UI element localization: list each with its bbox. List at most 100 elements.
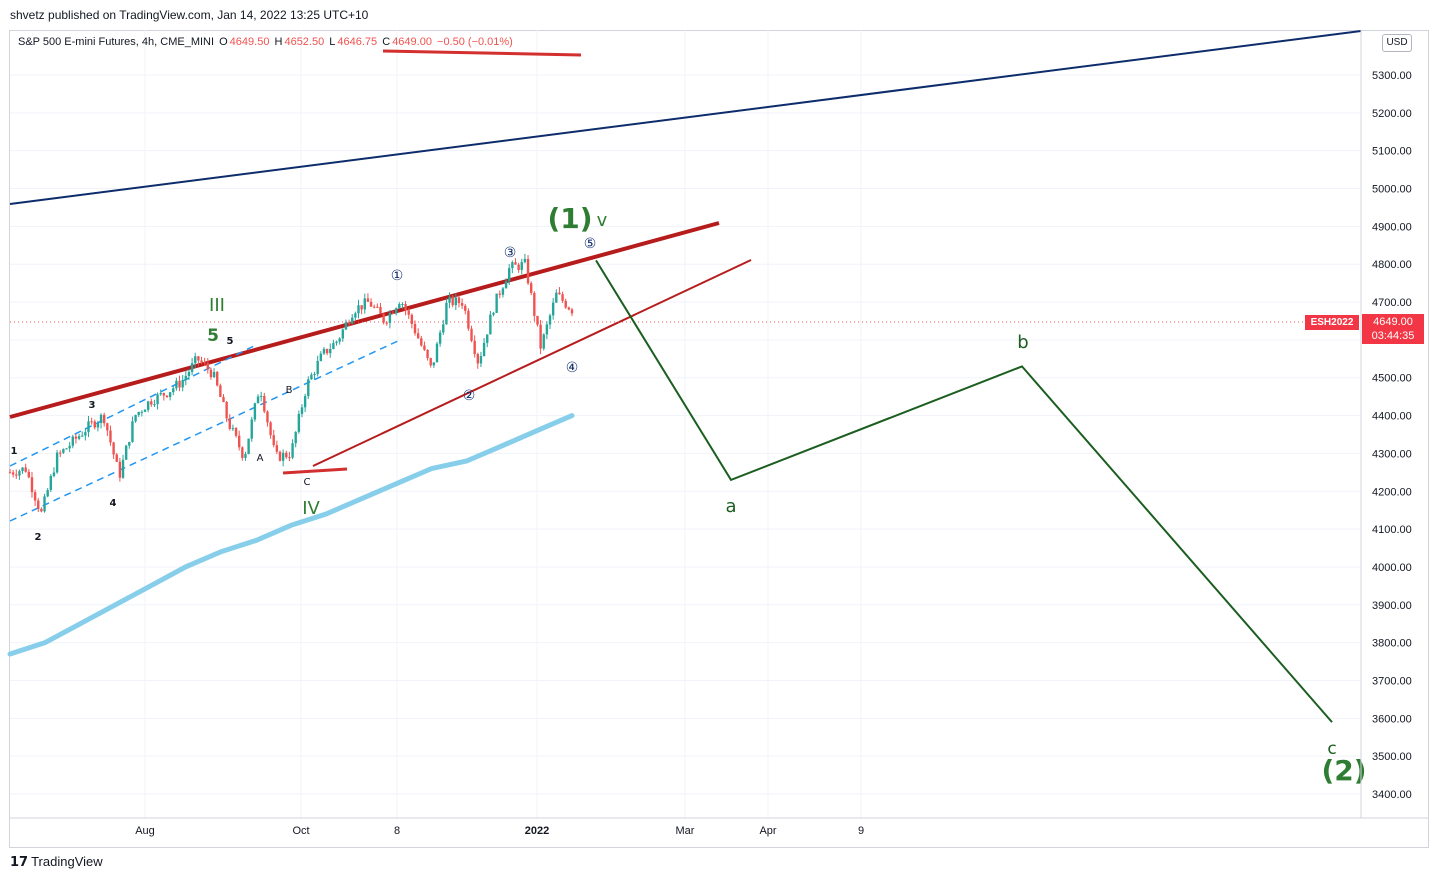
legend-change: −0.50 (−0.01%): [437, 36, 513, 48]
wave-label: 1: [11, 446, 18, 457]
candle-body: [143, 409, 147, 412]
candle-body: [464, 305, 467, 311]
candle-body: [140, 411, 144, 413]
candle-body: [548, 315, 552, 325]
candle-body: [363, 298, 366, 310]
candle-body: [247, 438, 250, 455]
candle-body: [37, 500, 40, 509]
candle-body: [376, 306, 379, 308]
last-price-tag: 4649.00 03:44:35: [1362, 314, 1424, 344]
candle-body: [206, 363, 209, 370]
candle-body: [369, 301, 373, 307]
candle-body: [489, 314, 492, 335]
candle-body: [482, 342, 486, 357]
candle-body: [43, 496, 46, 512]
candle-body: [520, 262, 523, 270]
chart-legend: S&P 500 E-mini Futures, 4h, CME_MINI O 46…: [18, 36, 515, 48]
candle-body: [84, 432, 87, 436]
candle-body: [410, 314, 414, 324]
long-trend-line: [9, 30, 1362, 205]
legend-low-key: L: [329, 36, 336, 48]
candle-body: [272, 435, 275, 446]
candle-body: [137, 411, 140, 415]
candle-body: [567, 307, 571, 310]
x-tick-label: 2022: [525, 825, 549, 837]
candle-body: [564, 300, 567, 308]
x-tick-label: 8: [394, 825, 400, 837]
candle-body: [15, 474, 18, 476]
candle-body: [244, 454, 247, 458]
candle-body: [253, 403, 257, 420]
candle-body: [11, 472, 15, 475]
grid: [10, 30, 1360, 818]
candle-body: [216, 371, 219, 386]
candle-body: [297, 413, 301, 432]
candle-body: [71, 436, 74, 446]
candle-body: [423, 345, 426, 350]
candle-body: [197, 356, 200, 361]
legend-low-value: 4646.75: [337, 36, 378, 48]
candle-body: [310, 374, 313, 380]
y-tick-label: 3400.00: [1372, 789, 1412, 801]
candle-body: [451, 296, 454, 306]
wave-label: c: [1327, 739, 1336, 759]
y-tick-label: 3700.00: [1372, 675, 1412, 687]
candle-body: [517, 264, 520, 270]
candle-body: [508, 268, 511, 282]
wave-label: a: [725, 496, 736, 517]
currency-selector[interactable]: USD: [1382, 34, 1412, 52]
last-price: 4649.00: [1373, 316, 1413, 328]
candle-body: [115, 454, 118, 462]
candle-body: [21, 467, 24, 472]
candle-body: [118, 461, 122, 478]
candle-body: [33, 492, 37, 501]
candle-body: [319, 353, 323, 361]
y-tick-label: 3900.00: [1372, 600, 1412, 612]
legend-close-key: C: [382, 36, 391, 48]
candle-body: [74, 436, 78, 439]
candle-body: [354, 313, 357, 318]
candle-body: [278, 451, 282, 461]
candle-body: [225, 401, 228, 419]
candle-body: [511, 262, 514, 269]
candle-body: [335, 341, 338, 343]
candle-body: [234, 428, 238, 436]
candle-body: [438, 332, 442, 344]
lower-channel-dashed: [9, 339, 401, 522]
candle-body: [237, 435, 241, 448]
x-tick-label: Mar: [676, 825, 695, 837]
candle-body: [165, 395, 169, 397]
candle-body: [394, 308, 398, 314]
candle-body: [294, 431, 297, 444]
candle-body: [313, 373, 316, 375]
candle-body: [121, 459, 125, 478]
candle-body: [102, 414, 106, 424]
candle-body: [504, 281, 508, 289]
candle-body: [24, 467, 27, 472]
candle-body: [181, 380, 184, 388]
wave-label: 5: [227, 336, 234, 347]
candle-body: [55, 452, 59, 473]
candle-body: [159, 393, 162, 395]
candle-body: [357, 305, 360, 314]
legend-high-value: 4652.50: [284, 36, 325, 48]
candle-body: [429, 358, 432, 366]
candle-body: [49, 475, 53, 490]
candle-body: [40, 508, 43, 512]
y-tick-label: 5300.00: [1372, 70, 1412, 82]
candle-body: [561, 294, 564, 301]
candle-body: [558, 292, 561, 295]
candle-body: [454, 297, 458, 306]
upper-channel-dashed: [9, 344, 257, 467]
brand-name: TradingView: [31, 854, 103, 869]
candle-body: [134, 414, 137, 422]
chart-frame[interactable]: [9, 30, 1429, 848]
candle-body: [426, 349, 429, 359]
candle-body: [168, 392, 172, 397]
candle-body: [448, 296, 451, 303]
candle-body: [470, 328, 473, 341]
candle-body: [526, 258, 530, 284]
candle-body: [172, 388, 175, 393]
candle-body: [442, 324, 445, 333]
